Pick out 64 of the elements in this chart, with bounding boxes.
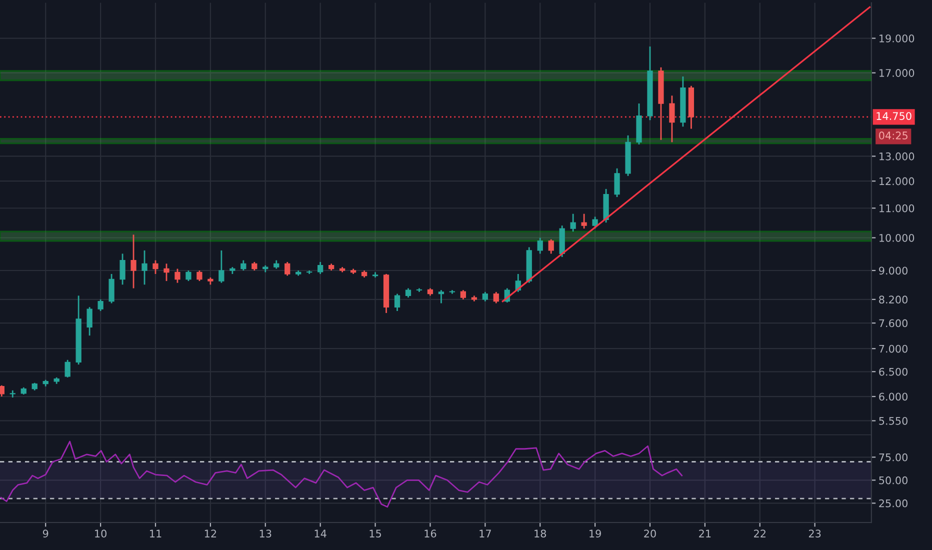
candlestick	[438, 289, 444, 304]
candlestick	[130, 234, 136, 289]
y-tick-label: 8.200	[879, 296, 908, 304]
x-tick-label: 23	[808, 530, 821, 538]
y-tick-label: 13.000	[880, 152, 914, 160]
y-tick-label: 12.000	[880, 177, 914, 186]
x-tick-label: 19	[590, 530, 601, 538]
candlestick	[669, 94, 675, 143]
y-tick-label: 75.00	[879, 453, 908, 462]
y-tick-label: 7.000	[879, 344, 908, 353]
y-tick-label: 11.000	[880, 204, 914, 212]
candlestick	[0, 384, 4, 398]
y-tick-label: 5.550	[879, 416, 908, 425]
x-tick-label: 13	[260, 530, 272, 538]
candlestick	[240, 260, 246, 272]
x-tick-label: 15	[370, 530, 381, 538]
candlestick	[537, 237, 543, 254]
candlestick	[394, 293, 400, 312]
candlestick	[460, 289, 466, 300]
candlestick	[614, 168, 620, 198]
ref-line-label: 14.750	[876, 112, 912, 120]
candlestick	[592, 216, 598, 230]
y-tick-label: 19.000	[880, 34, 914, 42]
text: 04:25	[879, 132, 908, 140]
x-tick-label: 17	[480, 530, 491, 538]
candlestick	[120, 252, 126, 286]
x-tick-label: 11	[150, 530, 162, 538]
line-series	[0, 440, 683, 508]
candlestick	[570, 213, 576, 232]
x-tick-label: 9	[42, 530, 48, 538]
x-tick-label: 16	[424, 530, 436, 538]
candlestick	[196, 270, 202, 282]
candlestick	[284, 261, 290, 276]
y-tick-label: 50.00	[879, 476, 908, 484]
candlestick	[98, 298, 104, 312]
candlestick	[64, 359, 70, 378]
candlestick	[318, 261, 324, 275]
candlestick	[152, 260, 158, 275]
y-tick-label: 9.000	[879, 266, 908, 275]
candlestick	[405, 288, 412, 298]
candlestick	[186, 270, 192, 282]
y-tick-label: 6.000	[879, 392, 908, 401]
candlestick	[174, 268, 180, 284]
y-tick-label: 6.500	[879, 368, 908, 376]
y-tick-label: 10.000	[880, 234, 914, 242]
x-tick-label: 21	[699, 530, 711, 538]
candlestick	[218, 250, 224, 284]
y-tick-label: 7.600	[879, 319, 908, 328]
x-tick-label: 14	[314, 530, 326, 538]
candlestick	[142, 250, 148, 286]
candlestick	[86, 306, 92, 336]
candlestick	[108, 273, 114, 304]
x-tick-label: 20	[644, 530, 656, 538]
x-tick-label: 22	[754, 530, 766, 538]
x-tick-label: 12	[204, 530, 216, 538]
candlestick	[548, 238, 554, 254]
candlestick	[482, 291, 488, 302]
y-tick-label: 25.00	[879, 499, 908, 508]
candlestick	[164, 262, 170, 282]
y-tick-label: 17.000	[880, 69, 914, 77]
candlestick	[493, 291, 499, 304]
candlestick	[581, 213, 587, 230]
x-tick-label: 18	[534, 530, 546, 538]
x-tick-label: 10	[95, 530, 106, 538]
